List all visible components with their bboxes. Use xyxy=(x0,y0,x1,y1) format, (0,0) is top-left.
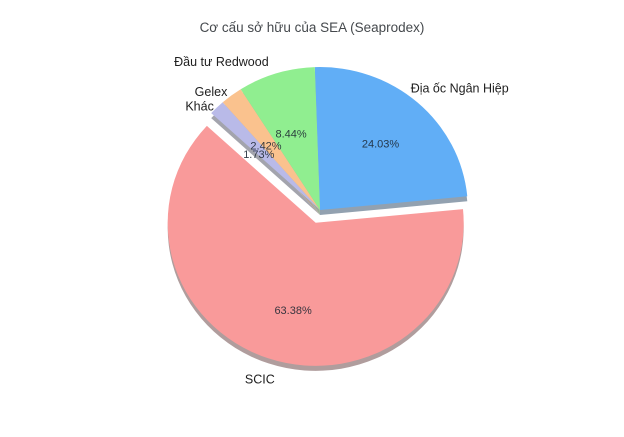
chart-title: Cơ cấu sở hữu của SEA (Seaprodex) xyxy=(200,20,425,35)
pct-label-3: 2.42% xyxy=(250,141,281,153)
slice-name-label-0: Địa ốc Ngân Hiệp xyxy=(411,82,509,96)
pie-slice-0[interactable] xyxy=(314,67,468,210)
slice-name-label-3: Gelex xyxy=(195,85,228,99)
pie-slices-group xyxy=(167,67,468,366)
pct-label-2: 1.73% xyxy=(243,149,274,161)
pie-slice-4[interactable] xyxy=(240,67,320,210)
pct-label-1: 63.38% xyxy=(274,305,312,317)
pie-slice-1[interactable] xyxy=(167,125,464,366)
pct-label-0: 24.03% xyxy=(362,138,400,150)
pie-slice-2[interactable] xyxy=(211,102,320,210)
slice-name-label-2: Khác xyxy=(185,99,214,113)
pie-slice-3[interactable] xyxy=(222,89,320,210)
slice-name-label-4: Đầu tư Redwood xyxy=(174,55,269,69)
slice-name-label-1: SCIC xyxy=(245,373,275,387)
pie-labels-group: 24.03% Địa ốc Ngân Hiệp 63.38% SCIC 1.73% Khá… xyxy=(174,55,509,386)
pct-label-4: 8.44% xyxy=(275,128,306,140)
